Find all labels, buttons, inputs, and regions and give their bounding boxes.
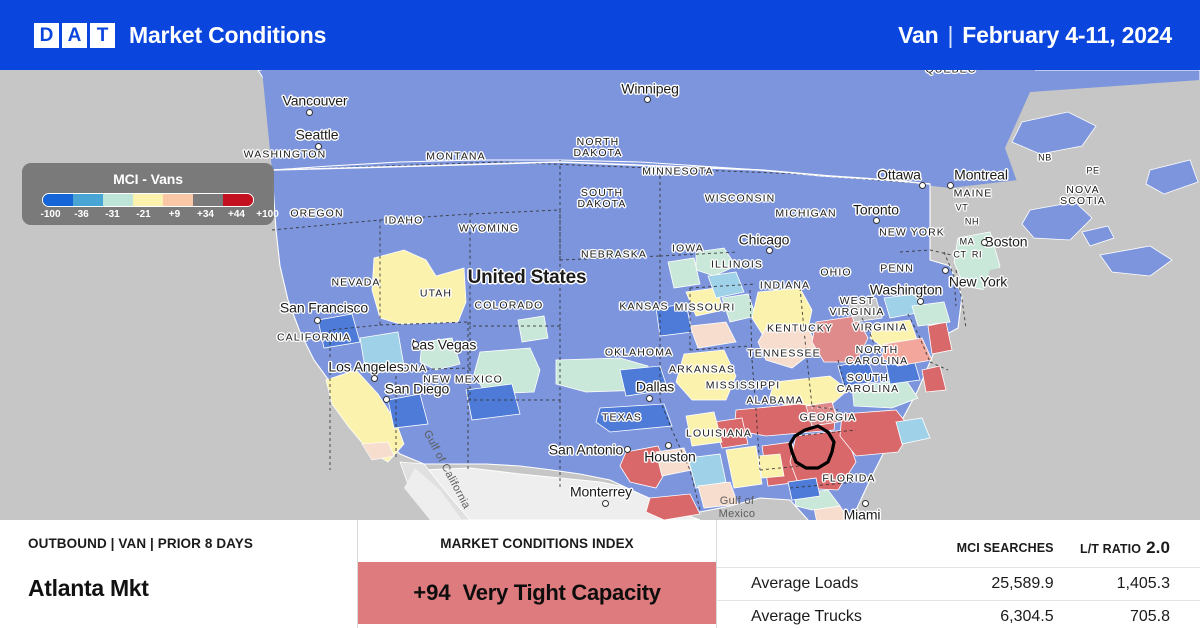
- map-canvas[interactable]: MCI - Vans -100 -36 -31 -21 +9 +34 +44 +100 Uni…: [0, 70, 1200, 520]
- map-city-dot: [411, 340, 419, 348]
- stat-row-searches: 25,589.9: [917, 567, 1062, 601]
- legend-tick-7: +100: [256, 209, 279, 220]
- page-header: D A T Market Conditions Van | February 4…: [0, 0, 1200, 70]
- mci-description: Very Tight Capacity: [462, 580, 661, 605]
- stat-row-searches: 6,304.5: [917, 600, 1062, 628]
- map-city-dot: [872, 216, 880, 224]
- map-city-dot: [941, 266, 949, 274]
- page-title: Market Conditions: [129, 21, 327, 48]
- legend-title: MCI - Vans: [113, 171, 183, 187]
- footer-mci-panel: MARKET CONDITIONS INDEX +94 Very Tight C…: [357, 520, 717, 628]
- logo-letter-a: A: [62, 22, 87, 48]
- lt-ratio-label: L/T RATIO: [1079, 542, 1142, 556]
- legend-ticks: -100 -36 -31 -21 +9 +34 +44 +100: [34, 209, 278, 220]
- lt-ratio-value: 2.0: [1146, 538, 1170, 557]
- brand: D A T Market Conditions: [34, 22, 326, 49]
- stats-col-blank: [717, 520, 917, 568]
- legend-swatch-6: [223, 194, 253, 206]
- legend-tick-0: -100: [40, 209, 61, 220]
- map-city-dot: [765, 246, 773, 254]
- stat-row-label: Average Trucks: [717, 600, 918, 628]
- map-city-dot: [918, 181, 926, 189]
- highlighted-market-outline: [788, 424, 836, 470]
- legend-tick-3: -21: [136, 209, 151, 220]
- map-city-dot: [313, 316, 321, 324]
- map-city-dot: [861, 499, 869, 507]
- stats-table: MCI SEARCHES L/T RATIO 2.0 Average Loads 2…: [717, 520, 1200, 628]
- map-city-dot: [643, 95, 651, 103]
- stat-row-lt-ratio: 705.8: [1061, 600, 1200, 628]
- logo-letter-d: D: [34, 22, 59, 48]
- header-separator: |: [947, 21, 954, 48]
- equipment-type: Van: [898, 21, 939, 48]
- footer-market-panel: OUTBOUND | VAN | PRIOR 8 DAYS Atlanta Mk…: [0, 520, 357, 628]
- legend-tick-6: +44: [228, 209, 245, 220]
- mci-value: +94: [413, 580, 451, 605]
- map-city-dot: [370, 374, 378, 382]
- legend-tick-1: -36: [74, 209, 89, 220]
- footer-stats-panel: MCI SEARCHES L/T RATIO 2.0 Average Loads 2…: [717, 520, 1200, 628]
- footer-kicker: OUTBOUND | VAN | PRIOR 8 DAYS: [28, 536, 253, 551]
- stat-row-lt-ratio: 1,405.3: [1061, 567, 1200, 601]
- map-city-dot: [980, 238, 988, 246]
- legend-tick-4: +9: [168, 209, 181, 220]
- dat-logo: D A T: [34, 22, 115, 48]
- map-city-dot: [314, 142, 322, 150]
- mci-status-band: +94 Very Tight Capacity: [358, 562, 716, 624]
- legend-swatch-3: [133, 194, 163, 206]
- map-city-dot: [664, 441, 672, 449]
- logo-letter-t: T: [90, 22, 115, 48]
- stats-header-row: MCI SEARCHES L/T RATIO 2.0: [717, 520, 1200, 568]
- legend-swatch-2: [103, 194, 133, 206]
- header-meta: Van | February 4-11, 2024: [898, 22, 1172, 49]
- map-choropleth: [0, 70, 1200, 520]
- legend-swatch-0: [43, 194, 73, 206]
- legend-color-bar: [42, 193, 254, 207]
- stats-col-lt-ratio: L/T RATIO 2.0: [1062, 520, 1200, 568]
- map-city-dot: [645, 394, 653, 402]
- map-city-dot: [305, 108, 313, 116]
- footer-market-name: Atlanta Mkt: [28, 575, 149, 601]
- table-row: Average Trucks 6,304.5 705.8: [717, 600, 1200, 628]
- mci-panel-title: MARKET CONDITIONS INDEX: [440, 536, 634, 551]
- legend-tick-5: +34: [197, 209, 214, 220]
- footer: OUTBOUND | VAN | PRIOR 8 DAYS Atlanta Mk…: [0, 520, 1200, 628]
- legend-swatch-5: [193, 194, 223, 206]
- map-legend: MCI - Vans -100 -36 -31 -21 +9 +34 +44 +100: [22, 163, 279, 225]
- map-city-dot: [382, 395, 390, 403]
- legend-swatch-1: [73, 194, 103, 206]
- legend-tick-2: -31: [105, 209, 120, 220]
- map-city-dot: [601, 499, 609, 507]
- table-row: Average Loads 25,589.9 1,405.3: [717, 567, 1200, 601]
- stats-col-searches: MCI SEARCHES: [956, 541, 1054, 555]
- legend-swatch-4: [163, 194, 193, 206]
- date-range: February 4-11, 2024: [962, 21, 1172, 48]
- map-city-dot: [946, 181, 954, 189]
- map-city-dot: [623, 445, 631, 453]
- stat-row-label: Average Loads: [717, 567, 918, 601]
- map-city-dot: [916, 297, 924, 305]
